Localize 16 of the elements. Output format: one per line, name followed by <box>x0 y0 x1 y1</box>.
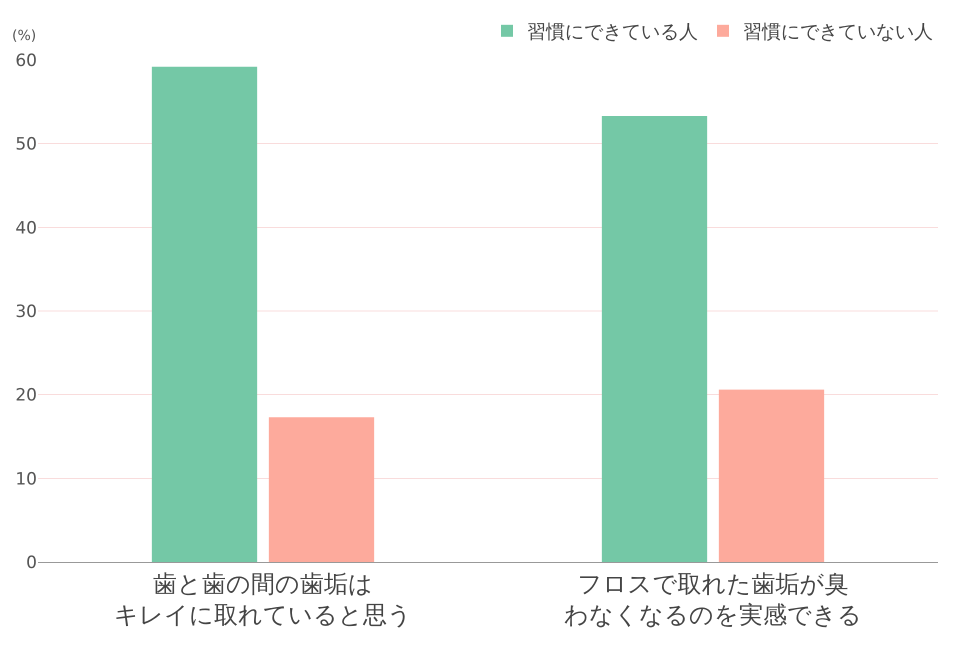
x-tick-label: 歯と歯の間の歯垢はキレイに取れていると思う <box>114 570 412 629</box>
bar <box>268 417 374 562</box>
bar <box>152 66 258 562</box>
y-tick-label: 30 <box>15 302 37 322</box>
y-tick-label: 10 <box>15 469 37 490</box>
x-tick-label: フロスで取れた歯垢が臭わなくなるのを実感できる <box>564 570 862 629</box>
y-tick-label: 40 <box>15 218 37 238</box>
bar <box>602 116 708 562</box>
bar <box>718 390 824 562</box>
legend-label: 習慣にできている人 <box>527 21 698 44</box>
y-tick-label: 60 <box>15 50 37 71</box>
y-tick-label: 50 <box>15 134 37 155</box>
y-tick-label: 20 <box>15 386 37 406</box>
y-tick-label: 0 <box>26 552 37 573</box>
legend-label: 習慣にできていない人 <box>743 21 933 44</box>
y-axis-title: (%) <box>12 28 36 44</box>
